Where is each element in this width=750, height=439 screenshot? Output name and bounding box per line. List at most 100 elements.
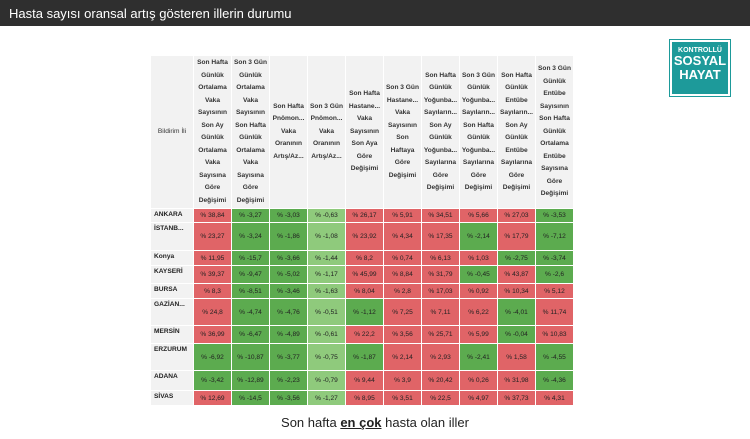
row-name: ADANA [150,370,194,391]
caption-text: Son hafta [281,415,341,430]
row-name: GAZİAN... [150,298,194,326]
value-cell: % 31,79 [421,265,460,284]
value-cell: % 1,03 [459,250,498,266]
value-cell: % -15,7 [231,250,270,266]
row-name: Konya [150,250,194,266]
value-cell: % -6,92 [193,343,232,371]
value-cell: % 5,66 [459,208,498,223]
value-cell: % 1,58 [497,343,536,371]
value-cell: % 11,95 [193,250,232,266]
value-cell: % -3,42 [193,370,232,391]
row-name: KAYSERİ [150,265,194,284]
value-cell: % 43,87 [497,265,536,284]
value-cell: % -3,03 [269,208,308,223]
table-row: KAYSERİ% 39,37% -9,47% -5,02% -1,17% 45,… [150,265,574,284]
value-cell: % -1,63 [307,283,346,299]
row-name: SİVAS [150,390,194,406]
value-cell: % 38,84 [193,208,232,223]
value-cell: % -3,66 [269,250,308,266]
table-row: Konya% 11,95% -15,7% -3,66% -1,44% 8,2% … [150,250,574,266]
value-cell: % 3,9 [383,370,422,391]
value-cell: % 17,35 [421,222,460,251]
value-cell: % -4,74 [231,298,270,326]
value-cell: % -0,75 [307,343,346,371]
value-cell: % 10,83 [535,325,574,344]
value-cell: % -0,63 [307,208,346,223]
value-cell: % -1,44 [307,250,346,266]
value-cell: % -6,47 [231,325,270,344]
value-cell: % 0,74 [383,250,422,266]
value-cell: % -0,45 [459,265,498,284]
value-cell: % -2,23 [269,370,308,391]
value-cell: % -4,55 [535,343,574,371]
column-header: Son Hafta Günlük Ortalama Vaka Sayısının… [193,55,232,209]
value-cell: % -0,04 [497,325,536,344]
table-row: ANKARA% 38,84% -3,27% -3,03% -0,63% 26,1… [150,208,574,223]
value-cell: % 27,03 [497,208,536,223]
value-cell: % -0,51 [307,298,346,326]
value-cell: % -7,12 [535,222,574,251]
value-cell: % -3,53 [535,208,574,223]
value-cell: % -1,27 [307,390,346,406]
value-cell: % 23,92 [345,222,384,251]
value-cell: % -3,27 [231,208,270,223]
data-table: Bildirim İli Son Hafta Günlük Ortalama Va… [150,55,574,406]
value-cell: % 26,17 [345,208,384,223]
value-cell: % 39,37 [193,265,232,284]
table-row: ERZURUM% -6,92% -10,87% -3,77% -0,75% -1… [150,343,574,371]
value-cell: % -9,47 [231,265,270,284]
value-cell: % -8,51 [231,283,270,299]
value-cell: % 4,97 [459,390,498,406]
value-cell: % 12,69 [193,390,232,406]
row-name: ANKARA [150,208,194,223]
value-cell: % 2,93 [421,343,460,371]
value-cell: % -12,89 [231,370,270,391]
table-row: SİVAS% 12,69% -14,5% -3,56% -1,27% 8,95%… [150,390,574,406]
value-cell: % -3,77 [269,343,308,371]
value-cell: % -2,75 [497,250,536,266]
value-cell: % -14,5 [231,390,270,406]
value-cell: % 8,3 [193,283,232,299]
value-cell: % -2,41 [459,343,498,371]
logo-text: HAYAT [679,67,721,82]
value-cell: % 23,27 [193,222,232,251]
logo: KONTROLLÜ SOSYAL HAYAT [669,39,731,97]
table-row: İSTANB...% 23,27% -3,24% -1,86% -1,08% 2… [150,222,574,251]
value-cell: % 0,26 [459,370,498,391]
value-cell: % 22,2 [345,325,384,344]
column-header: Son 3 Gün Pnömon... Vaka Oranının Artış/… [307,55,346,209]
value-cell: % -3,56 [269,390,308,406]
row-name: MERSİN [150,325,194,344]
row-name: BURSA [150,283,194,299]
value-cell: % 36,99 [193,325,232,344]
value-cell: % 17,03 [421,283,460,299]
value-cell: % 37,73 [497,390,536,406]
value-cell: % -4,89 [269,325,308,344]
caption: Son hafta en çok hasta olan iller [0,415,750,430]
column-header: Son 3 Gün Günlük Entübe Sayısının Son Ha… [535,55,574,209]
value-cell: % -1,08 [307,222,346,251]
value-cell: % 4,31 [535,390,574,406]
value-cell: % 6,22 [459,298,498,326]
value-cell: % 7,11 [421,298,460,326]
table-row: GAZİAN...% 24,8% -4,74% -4,76% -0,51% -1… [150,298,574,326]
value-cell: % 8,84 [383,265,422,284]
logo-text: KONTROLLÜ [678,47,722,54]
value-cell: % -5,02 [269,265,308,284]
column-header: Son 3 Gün Günlük Yoğunba... Sayıların...… [459,55,498,209]
value-cell: % 45,99 [345,265,384,284]
value-cell: % 25,71 [421,325,460,344]
value-cell: % 11,74 [535,298,574,326]
value-cell: % 17,79 [497,222,536,251]
value-cell: % 5,12 [535,283,574,299]
column-header: Son Hafta Günlük Entübe Sayıların... Son… [497,55,536,209]
value-cell: % 4,34 [383,222,422,251]
value-cell: % 8,04 [345,283,384,299]
value-cell: % 10,34 [497,283,536,299]
caption-text: hasta olan iller [381,415,469,430]
column-header: Son Hafta Hastane... Vaka Sayısının Son … [345,55,384,209]
value-cell: % 31,98 [497,370,536,391]
value-cell: % -1,87 [345,343,384,371]
logo-text: SOSYAL [673,53,727,68]
